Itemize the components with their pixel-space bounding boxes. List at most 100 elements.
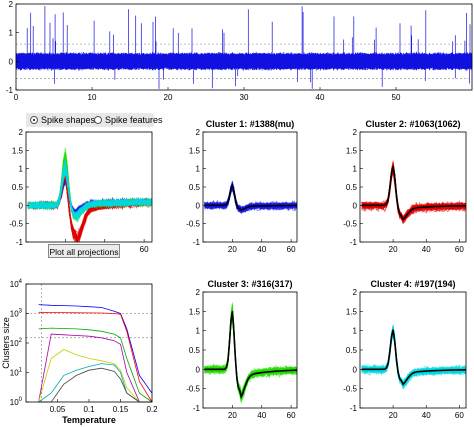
mean-waveform (361, 165, 466, 221)
waveform (204, 312, 297, 393)
y-tick-label: 1 (353, 165, 358, 174)
y-tick-label: 1 (196, 165, 201, 174)
waveform-group (361, 324, 466, 390)
y-tick-label: 1.5 (189, 146, 201, 155)
y-tick-label: 0 (353, 201, 358, 210)
waveform (204, 311, 297, 397)
waveform (204, 316, 297, 399)
waveform (204, 316, 297, 398)
waveform (204, 313, 297, 401)
waveform (361, 166, 466, 221)
waveform (204, 309, 297, 396)
waveform (204, 314, 297, 398)
y-tick-label: 1.5 (346, 307, 358, 316)
cluster-size-line (38, 327, 153, 403)
waveform (361, 171, 466, 225)
y-tick-label: -1 (16, 238, 24, 247)
x-tick-label: 60 (455, 411, 464, 420)
waveform (361, 166, 466, 222)
waveform (204, 185, 297, 212)
waveform (361, 330, 466, 386)
waveform (361, 332, 466, 386)
radio-spike-shapes[interactable]: Spike shapes (30, 115, 95, 125)
waveform (204, 310, 297, 398)
y-tick-label: 0 (19, 201, 24, 210)
waveform (204, 313, 297, 400)
waveform (204, 305, 297, 399)
waveform (361, 332, 466, 387)
waveform (204, 309, 297, 399)
waveform (204, 309, 297, 396)
y-tick-label: 0.5 (346, 346, 358, 355)
x-tick-label: 20 (228, 411, 237, 420)
temperature-panel: 100 101 102 103 104 0.05 0.1 0.15 0.2 Temperature… (1, 279, 158, 425)
axes-frame (359, 291, 467, 409)
waveform (204, 306, 297, 399)
waveform (204, 311, 297, 396)
waveform (204, 181, 297, 210)
waveform (204, 309, 297, 399)
waveform-group (27, 147, 152, 242)
waveform (204, 312, 297, 396)
y-tick-label: 104 (10, 279, 23, 289)
y-tick-label: -1 (6, 86, 14, 95)
waveform (204, 302, 297, 402)
waveform (361, 328, 466, 388)
x-tick-label: 60 (287, 411, 296, 420)
waveform (361, 166, 466, 223)
x-tick-label: 0.2 (146, 405, 158, 414)
waveform (361, 330, 466, 386)
waveform (204, 308, 297, 396)
x-tick-label: 40 (422, 411, 431, 420)
waveform (204, 306, 297, 400)
waveform (204, 309, 297, 396)
x-tick-label: 0.1 (83, 405, 95, 414)
display-mode-radio-bar (26, 113, 154, 127)
x-tick-label: 0.15 (113, 405, 129, 414)
x-tick-label: 0.05 (50, 405, 66, 414)
cluster-size-line (38, 304, 153, 394)
waveform (204, 311, 297, 399)
waveform (361, 327, 466, 389)
x-tick-label: 40 (316, 93, 325, 102)
waveform (204, 312, 297, 396)
y-tick-label: -0.5 (186, 385, 200, 394)
x-tick-label: 20 (389, 245, 398, 254)
y-tick-label: 101 (10, 368, 23, 378)
waveform (204, 317, 297, 396)
waveform (204, 313, 297, 397)
waveform (361, 331, 466, 386)
y-tick-label: -0.5 (343, 220, 357, 229)
raw-trace-line (15, 6, 473, 89)
y-tick-label: 0.5 (12, 183, 24, 192)
y-tick-label: -0.5 (186, 220, 200, 229)
waveform-group (204, 180, 297, 215)
waveform (361, 169, 466, 225)
waveform (204, 312, 297, 399)
x-tick-label: 0 (14, 93, 19, 102)
x-tick-label: 60 (287, 245, 296, 254)
y-tick-label: 1.5 (189, 307, 201, 316)
y-tick-label: 1.5 (12, 146, 24, 155)
y-tick-label: 1 (9, 29, 14, 38)
y-tick-label: 2 (353, 128, 358, 137)
waveform (204, 313, 297, 400)
cluster-4-panel: -1 -0.5 0 0.5 1 1.5 2 20 40 60 Cluster 4: #197(194… (343, 279, 467, 420)
waveform (361, 167, 466, 223)
y-tick-label: 2 (353, 288, 358, 297)
radio-spike-features[interactable]: Spike features (94, 115, 163, 125)
waveform (204, 317, 297, 396)
waveform (204, 307, 297, 396)
waveform (204, 313, 297, 397)
waveform (204, 317, 297, 394)
waveform (204, 313, 297, 395)
waveform (361, 326, 466, 382)
waveform (204, 308, 297, 397)
plot-all-projections-button[interactable]: Plot all projections (48, 244, 120, 258)
y-tick-label: 1.5 (346, 146, 358, 155)
waveform (204, 304, 297, 397)
waveform (361, 329, 466, 389)
cluster-3-panel: -1 -0.5 0 0.5 1 1.5 2 20 40 60 Cluster 3: #316(317… (186, 279, 298, 420)
x-tick-label: 20 (389, 411, 398, 420)
x-tick-label: 40 (257, 245, 266, 254)
